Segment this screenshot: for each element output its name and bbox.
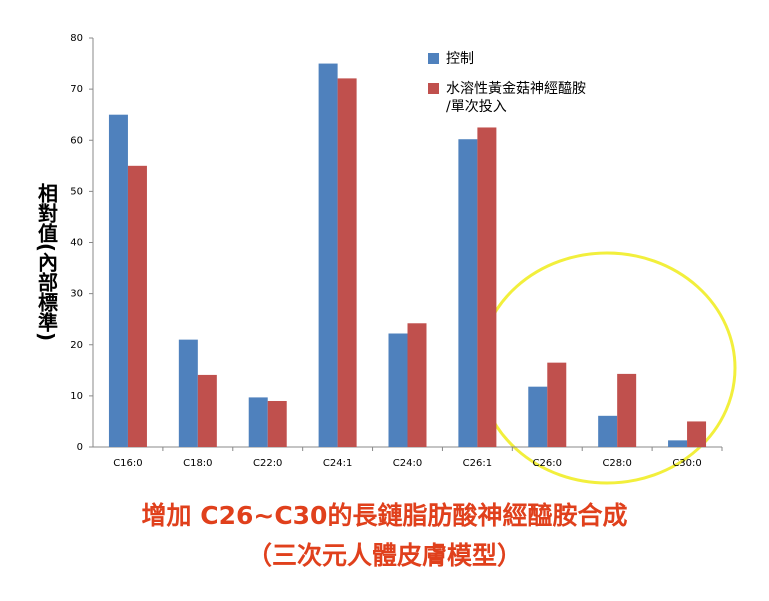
- bar: [477, 127, 497, 447]
- x-tick-label: C22:0: [253, 458, 282, 469]
- bar: [617, 373, 637, 447]
- bar: [108, 114, 128, 447]
- y-tick-label: 80: [70, 33, 83, 44]
- bar: [178, 339, 198, 447]
- bar: [547, 362, 567, 447]
- y-tick-label: 40: [70, 238, 83, 249]
- y-tick-label: 0: [77, 442, 83, 453]
- x-tick-label: C26:0: [533, 458, 562, 469]
- legend-swatch: [428, 53, 439, 64]
- y-tick-label: 60: [70, 135, 83, 146]
- bar: [337, 78, 357, 448]
- legend-swatch: [428, 83, 439, 94]
- y-tick-label: 10: [70, 391, 83, 402]
- bar: [407, 323, 427, 447]
- y-tick-label: 30: [70, 289, 83, 300]
- bar: [668, 440, 688, 447]
- x-tick-label: C24:1: [323, 458, 352, 469]
- x-tick-label: C30:0: [672, 458, 701, 469]
- y-axis-label: 相對值(內部標準): [35, 181, 59, 341]
- bar: [528, 386, 548, 447]
- x-tick-label: C26:1: [463, 458, 492, 469]
- x-tick-label: C18:0: [183, 458, 212, 469]
- bar: [197, 374, 217, 447]
- x-tick-label: C28:0: [602, 458, 631, 469]
- bar: [458, 139, 478, 448]
- bar: [598, 415, 618, 447]
- y-tick-label: 50: [70, 186, 83, 197]
- highlight-ellipse: [477, 251, 737, 485]
- bar: [127, 165, 147, 447]
- bar: [388, 333, 408, 447]
- bar: [267, 400, 287, 447]
- y-tick-label: 70: [70, 84, 83, 95]
- x-tick-label: C16:0: [113, 458, 142, 469]
- x-tick-label: C24:0: [393, 458, 422, 469]
- y-tick-label: 20: [70, 340, 83, 351]
- caption: 增加 C26~C30的長鏈脂肪酸神經醯胺合成: [141, 501, 628, 530]
- bar: [248, 397, 268, 447]
- bar: [687, 421, 707, 447]
- caption: （三次元人體皮膚模型）: [246, 541, 522, 570]
- legend-label: 控制: [446, 51, 474, 67]
- legend-label: 水溶性黃金菇神經醯胺 /單次投入: [446, 81, 586, 115]
- bar: [318, 63, 338, 447]
